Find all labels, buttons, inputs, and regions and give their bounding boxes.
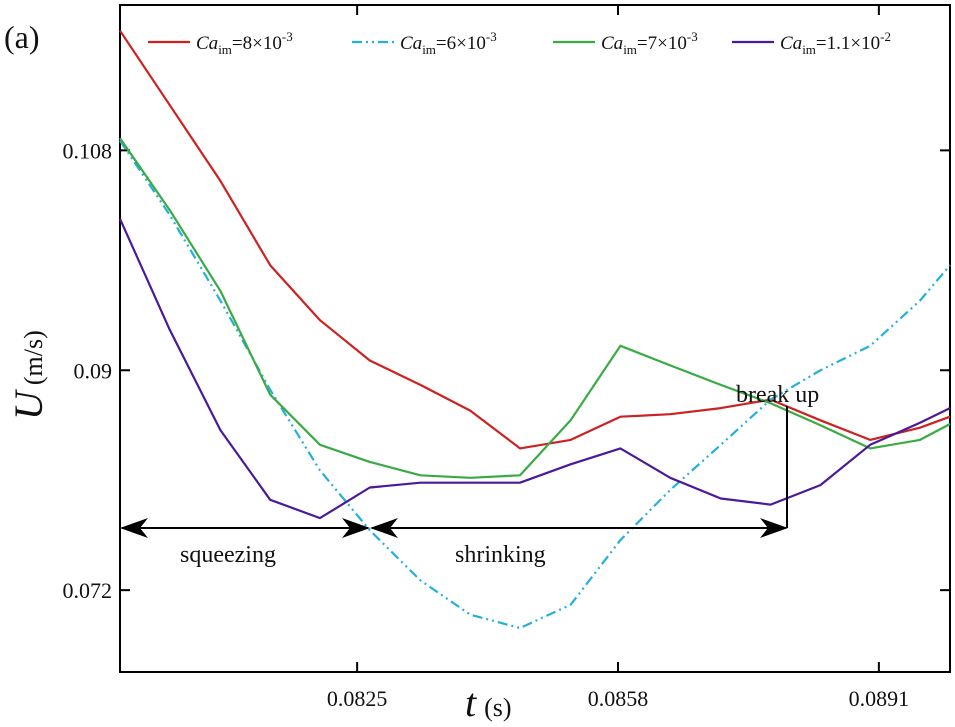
plot-area — [118, 4, 951, 673]
legend-sup: -3 — [687, 29, 698, 44]
y-axis-label-unit: (m/s) — [19, 330, 48, 385]
legend-sub: im — [422, 42, 436, 57]
legend-label: Caim=1.1×10-2 — [780, 29, 891, 57]
axes-frame — [119, 4, 951, 673]
legend-sup: -2 — [880, 29, 891, 44]
y-tick-label: 0.072 — [63, 578, 113, 603]
annotation: break up — [736, 382, 819, 408]
x-axis-label: t (s) — [465, 680, 512, 725]
legend-sup: -3 — [282, 29, 293, 44]
legend-label: Caim=7×10-3 — [601, 29, 698, 57]
y-tick-label: 0.108 — [63, 138, 113, 163]
annotation: squeezing — [180, 542, 276, 568]
legend-sub: im — [218, 42, 232, 57]
legend-var: Ca — [601, 33, 623, 54]
annotation: shrinking — [455, 542, 546, 568]
y-axis-label: U (m/s) — [6, 330, 51, 420]
x-axis-label-var: t — [465, 680, 477, 725]
legend-eq: =7×10 — [637, 33, 687, 54]
series-line — [119, 137, 951, 479]
legend-label: Caim=6×10-3 — [400, 29, 497, 57]
legend-eq: =6×10 — [436, 33, 486, 54]
legend-var: Ca — [780, 33, 802, 54]
series-line — [119, 30, 951, 450]
legend-sub: im — [802, 42, 816, 57]
legend-var: Ca — [400, 33, 422, 54]
legend-var: Ca — [196, 33, 218, 54]
series-line — [118, 218, 951, 520]
panel-label: (a) — [4, 19, 40, 55]
legend-label: Caim=8×10-3 — [196, 29, 293, 57]
x-axis-label-unit: (s) — [484, 693, 511, 722]
x-tick-label: 0.0825 — [327, 686, 388, 711]
legend-sub: im — [623, 42, 637, 57]
x-tick-label: 0.0891 — [849, 686, 910, 711]
y-axis-label-var: U — [6, 388, 51, 420]
legend-sup: -3 — [486, 29, 497, 44]
legend-eq: =1.1×10 — [816, 33, 880, 54]
legend-eq: =8×10 — [232, 33, 282, 54]
y-tick-label: 0.09 — [74, 358, 113, 383]
x-tick-label: 0.0858 — [588, 686, 649, 711]
